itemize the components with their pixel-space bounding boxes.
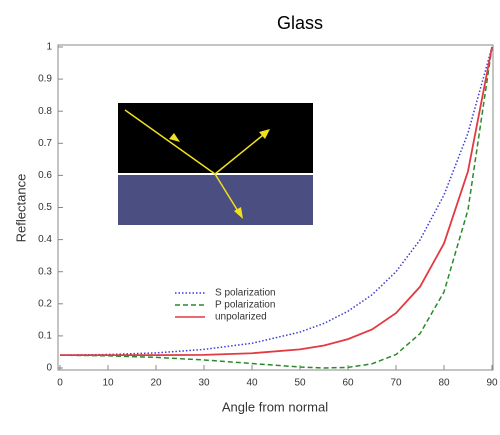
x-axis-label: Angle from normal [222,399,328,414]
legend-label: P polarization [215,300,275,311]
y-tick-label: 0.4 [38,234,52,245]
refracted-ray [214,173,242,217]
y-tick-label: 1 [46,42,52,53]
y-axis-label: Reflectance [13,174,28,243]
y-tick-label: 0.6 [38,170,52,181]
incident-arrowhead [169,133,180,142]
legend-label: S polarization [215,288,276,299]
series-line [59,46,493,356]
y-tick-label: 0.2 [38,298,52,309]
x-tick-label: 80 [438,378,450,389]
reflected-ray [214,130,269,175]
x-tick-label: 20 [150,378,162,389]
y-tick-label: 0.8 [38,106,52,117]
x-tick-label: 60 [342,378,354,389]
refracted-arrowhead [234,207,243,219]
chart-title: Glass [277,13,323,33]
y-tick-label: 0.9 [38,74,52,85]
inset-diagram [118,103,313,225]
y-tick-label: 0.7 [38,138,52,149]
x-tick-label: 90 [486,378,498,389]
reflected-arrowhead [259,129,270,139]
x-tick-label: 40 [246,378,258,389]
legend-label: unpolarized [215,312,267,323]
y-tick-label: 0.5 [38,202,52,213]
series-line [59,46,493,369]
incident-ray [124,109,216,175]
y-tick-label: 0 [46,363,52,374]
x-tick-label: 30 [198,378,210,389]
x-tick-label: 50 [294,378,306,389]
y-tick-label: 0.1 [38,331,52,342]
inset-glass [118,174,313,225]
x-tick-label: 10 [102,378,114,389]
series-line [60,46,493,357]
y-tick-label: 0.3 [38,266,52,277]
x-tick-label: 70 [390,378,402,389]
x-tick-label: 0 [57,378,63,389]
